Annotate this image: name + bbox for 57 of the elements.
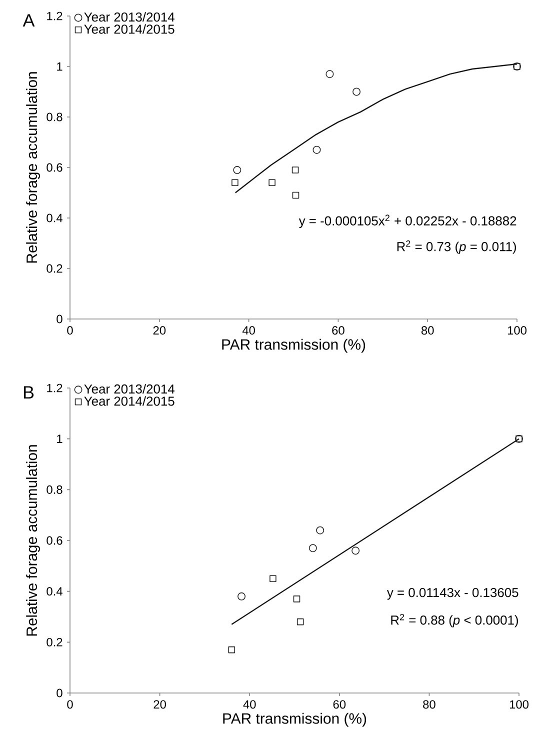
point [308, 544, 317, 552]
x-tick-label: 40 [242, 326, 255, 335]
legend-label: Year 2013/2014 [84, 12, 174, 22]
annotation: R$^{2}$ = 0.88 (p < 0.0001) [391, 614, 518, 628]
point [232, 179, 238, 186]
y-axis-title: Relative forage accumulation [26, 445, 40, 636]
point [312, 146, 321, 154]
point [352, 546, 360, 555]
point [316, 526, 324, 534]
y-tick-label: 0 [56, 688, 62, 698]
x-tick-label: 100 [508, 326, 527, 335]
point [228, 646, 236, 654]
point [238, 592, 246, 600]
legend-label: Year 2014/2015 [84, 24, 174, 34]
legend-label: Year 2013/2014 [84, 384, 174, 394]
y-tick-label: 1 [57, 62, 62, 71]
y-tick-label: 0.6 [46, 536, 62, 545]
point [270, 575, 276, 582]
point [268, 179, 276, 186]
x-axis-title: PAR transmission (%) [222, 338, 366, 353]
annotation: y = 0.01143x - 0.13605 [386, 588, 518, 600]
x-tick-label: 20 [153, 326, 166, 335]
line-series [234, 63, 518, 194]
point [233, 166, 242, 174]
x-tick-label: 60 [333, 700, 346, 709]
y-tick-label: 0.4 [46, 214, 62, 222]
point [352, 88, 361, 96]
x-axis-title: PAR transmission (%) [223, 712, 366, 727]
annotation: R$^{2}$ = 0.73 (p = 0.011) [397, 240, 516, 254]
y-tick-label: 0.4 [46, 587, 62, 596]
chart-title: B [24, 386, 34, 399]
y-tick-label: 1.2 [47, 12, 62, 20]
y-tick-label: 0.6 [46, 163, 62, 172]
y-tick-label: 1.2 [47, 384, 62, 392]
x-tick-label: 80 [423, 700, 436, 709]
y-axis-title: Relative forage accumulation [26, 72, 40, 263]
point [296, 618, 304, 626]
x-tick-label: 0 [67, 700, 73, 709]
y-tick-label: 0.2 [46, 264, 62, 273]
x-tick-label: 60 [332, 326, 344, 335]
y-tick-label: 0.2 [46, 638, 62, 646]
point [292, 166, 299, 174]
x-tick-label: 100 [510, 700, 529, 709]
y-tick-label: 0.8 [46, 485, 62, 494]
x-tick-label: 40 [243, 700, 256, 709]
y-tick-label: 0.8 [46, 112, 62, 122]
x-tick-label: 20 [154, 700, 166, 709]
annotation: y = -0.000105x$^{2}$ + 0.02252x - 0.18882 [298, 214, 516, 228]
x-tick-label: 0 [67, 326, 73, 335]
y-tick-label: 0 [56, 314, 62, 324]
point [326, 70, 334, 78]
x-tick-label: 80 [421, 326, 434, 335]
point [292, 192, 300, 199]
chart-title: A [22, 14, 35, 27]
point [293, 596, 300, 602]
legend-label: Year 2014/2015 [84, 396, 174, 406]
y-tick-label: 1 [57, 434, 62, 443]
